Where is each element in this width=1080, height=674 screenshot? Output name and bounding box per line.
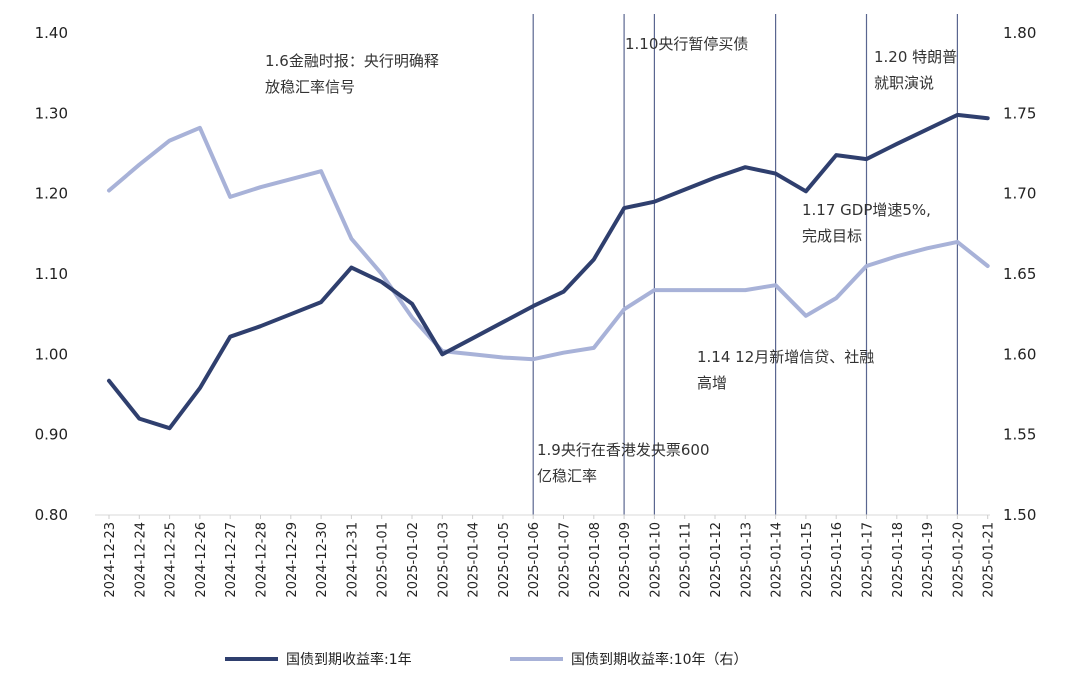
annotation-text: 高增 <box>697 374 727 392</box>
x-tick-label: 2025-01-07 <box>558 522 573 598</box>
x-tick-label: 2025-01-01 <box>376 522 391 598</box>
y-right-tick-label: 1.50 <box>1003 506 1036 524</box>
y-left-tick-label: 0.80 <box>35 506 68 524</box>
x-tick-label: 2024-12-28 <box>255 522 270 598</box>
x-tick-label: 2025-01-04 <box>467 522 482 598</box>
y-right-tick-label: 1.80 <box>1003 24 1036 42</box>
x-tick-label: 2025-01-19 <box>921 522 936 598</box>
x-tick-label: 2025-01-12 <box>709 522 724 598</box>
x-tick-label: 2024-12-23 <box>103 522 118 598</box>
annotation-text: 1.17 GDP增速5%, <box>802 201 931 219</box>
series <box>107 112 990 431</box>
y-left-tick-label: 1.30 <box>35 104 68 122</box>
y-left-tick-label: 1.40 <box>35 24 68 42</box>
legend-label-1y: 国债到期收益率:1年 <box>286 651 412 668</box>
annotation-text: 亿稳汇率 <box>537 467 597 485</box>
annotation-text: 完成目标 <box>802 227 862 245</box>
x-axis: 2024-12-23 2024-12-24 2024-12-25 2024-12-26… <box>103 515 997 598</box>
x-tick-label: 2024-12-27 <box>224 522 239 598</box>
annotation-text: 放稳汇率信号 <box>265 78 355 96</box>
x-tick-label: 2025-01-03 <box>436 522 451 598</box>
legend: 国债到期收益率:1年 国债到期收益率:10年（右） <box>225 651 748 668</box>
y-axis-right: 1.50 1.55 1.60 1.65 1.70 1.75 1.80 <box>1003 24 1036 524</box>
x-tick-label: 2025-01-15 <box>800 522 815 598</box>
y-right-tick-label: 1.70 <box>1003 185 1036 203</box>
x-tick-label: 2024-12-24 <box>133 522 148 598</box>
y-right-tick-label: 1.65 <box>1003 265 1036 283</box>
y-right-tick-label: 1.75 <box>1003 104 1036 122</box>
x-tick-label: 2025-01-08 <box>588 522 603 598</box>
x-tick-label: 2025-01-18 <box>891 522 906 598</box>
y-right-tick-label: 1.55 <box>1003 426 1036 444</box>
x-tick-label: 2025-01-11 <box>679 522 694 598</box>
x-tick-label: 2024-12-30 <box>315 522 330 598</box>
y-left-tick-label: 1.00 <box>35 345 68 363</box>
y-left-tick-label: 1.20 <box>35 185 68 203</box>
x-tick-label: 2025-01-09 <box>618 522 633 598</box>
x-tick-label: 2025-01-06 <box>527 522 542 598</box>
annotation-text: 1.14 12月新增信贷、社融 <box>697 348 874 366</box>
legend-label-10y: 国债到期收益率:10年（右） <box>571 651 748 668</box>
x-tick-label: 2024-12-31 <box>345 522 360 598</box>
y-right-tick-label: 1.60 <box>1003 345 1036 363</box>
annotation-text: 1.6金融时报：央行明确释 <box>265 52 439 70</box>
annotation-text: 1.20 特朗普 <box>874 48 957 66</box>
annotation-text: 就职演说 <box>874 74 934 92</box>
y-left-tick-label: 1.10 <box>35 265 68 283</box>
y-left-tick-label: 0.90 <box>35 426 68 444</box>
annotation-text: 1.9央行在香港发央票600 <box>537 441 710 459</box>
x-tick-label: 2025-01-20 <box>951 522 966 598</box>
x-tick-label: 2025-01-13 <box>739 522 754 598</box>
x-tick-label: 2024-12-25 <box>164 522 179 598</box>
x-tick-label: 2025-01-10 <box>648 522 663 598</box>
x-tick-label: 2025-01-21 <box>982 522 997 598</box>
series-line-1y <box>107 112 990 431</box>
x-tick-label: 2024-12-29 <box>285 522 300 598</box>
x-tick-label: 2024-12-26 <box>194 522 209 598</box>
x-tick-label: 2025-01-17 <box>861 522 876 598</box>
x-tick-label: 2025-01-05 <box>497 522 512 598</box>
y-axis-left: 0.80 0.90 1.00 1.10 1.20 1.30 1.40 <box>35 24 68 524</box>
annotation-text: 1.10央行暂停买债 <box>625 35 748 53</box>
x-tick-label: 2025-01-02 <box>406 522 421 598</box>
series-line-10y <box>107 125 990 362</box>
x-tick-label: 2025-01-14 <box>770 522 785 598</box>
x-tick-label: 2025-01-16 <box>830 522 845 598</box>
